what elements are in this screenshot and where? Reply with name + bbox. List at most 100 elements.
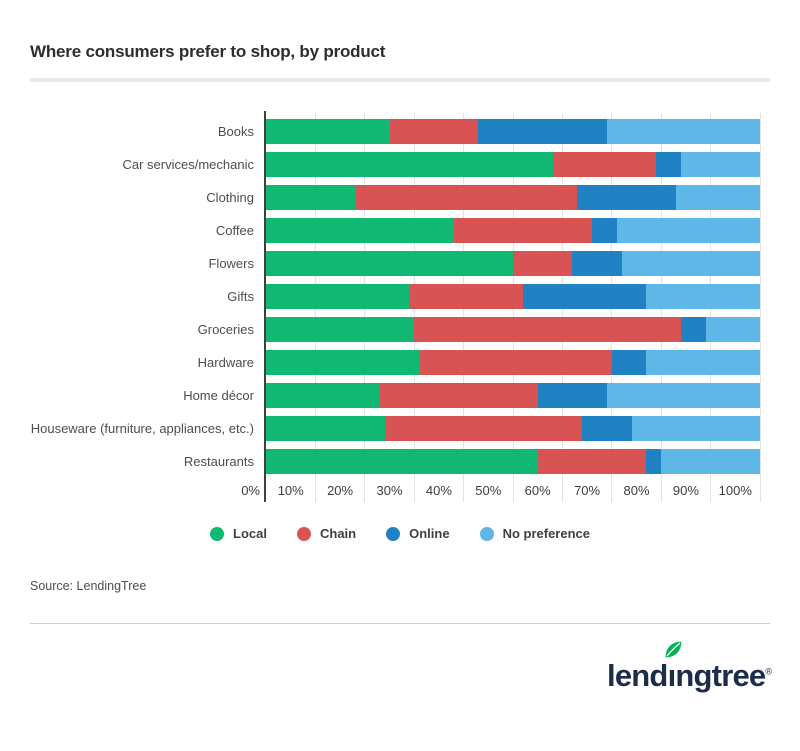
x-tick-label: 0% [241, 483, 260, 498]
bar-segment-no-preference [705, 317, 760, 342]
category-label: Groceries [197, 322, 254, 337]
x-tick-label: 20% [327, 483, 354, 498]
bar-segment-online [680, 317, 706, 342]
bar-segment-no-preference [631, 416, 760, 441]
lendingtree-logo: lendı ngtree® [607, 638, 772, 691]
bar-rows [266, 115, 760, 478]
stacked-bar [266, 185, 760, 210]
category-row [266, 247, 760, 280]
category-label: Books [217, 124, 254, 139]
footer-divider [30, 623, 770, 624]
category-row [266, 148, 760, 181]
category-row [266, 181, 760, 214]
category-row [266, 115, 760, 148]
category-label: Hardware [197, 355, 254, 370]
category-label: Clothing [206, 190, 254, 205]
bar-segment-online [478, 119, 607, 144]
stacked-bar [266, 416, 760, 441]
bar-segment-online [582, 416, 632, 441]
bar-segment-no-preference [606, 119, 760, 144]
category-label: Home décor [183, 388, 254, 403]
x-tick-label: 70% [574, 483, 601, 498]
legend-item-chain: Chain [296, 526, 357, 541]
bar-segment-chain [379, 383, 538, 408]
x-axis: 0% 10% 20% 30% 40% 50% 60% 70% 80% 90% 100% [241, 480, 760, 502]
bar-segment-local [266, 119, 390, 144]
legend-swatch-icon [296, 526, 311, 541]
category-row [266, 412, 760, 445]
title-divider [30, 78, 770, 82]
bar-segment-no-preference [646, 284, 760, 309]
bar-segment-online [572, 251, 622, 276]
footer: lendı ngtree® [0, 638, 800, 691]
y-axis-line [264, 111, 266, 502]
legend-swatch-icon [479, 526, 494, 541]
stacked-bar [266, 350, 760, 375]
stacked-bar [266, 152, 760, 177]
bar-segment-online [611, 350, 647, 375]
x-tick-label: 10% [277, 483, 304, 498]
stacked-bar [266, 251, 760, 276]
logo-text-i: ı [665, 641, 681, 691]
bar-segment-chain [414, 317, 681, 342]
x-tick-label: 30% [376, 483, 403, 498]
stacked-bar [266, 218, 760, 243]
x-tick-label: 100% [718, 483, 752, 498]
bar-segment-no-preference [606, 383, 760, 408]
bar-segment-online [646, 449, 662, 474]
bar-segment-local [266, 350, 420, 375]
bar-segment-local [266, 218, 454, 243]
legend-label: Chain [319, 526, 357, 541]
bar-segment-chain [384, 416, 583, 441]
bar-segment-no-preference [661, 449, 760, 474]
registered-mark: ® [765, 666, 772, 677]
source-note: Source: LendingTree [30, 579, 147, 593]
bar-segment-chain [513, 251, 573, 276]
bar-segment-no-preference [646, 350, 760, 375]
x-tick-label: 50% [475, 483, 502, 498]
category-row [266, 214, 760, 247]
bar-segment-local [266, 317, 415, 342]
bar-segment-chain [552, 152, 657, 177]
x-tick-label: 40% [425, 483, 452, 498]
category-row [266, 313, 760, 346]
category-row [266, 379, 760, 412]
category-label: Car services/mechanic [122, 157, 255, 172]
bar-segment-no-preference [680, 152, 760, 177]
bar-segment-local [266, 284, 410, 309]
bar-segment-chain [389, 119, 479, 144]
leaf-icon [665, 641, 681, 658]
category-label: Houseware (furniture, appliances, etc.) [30, 421, 254, 436]
legend-item-no-preference: No preference [479, 526, 590, 541]
bar-segment-no-preference [676, 185, 760, 210]
category-row [266, 445, 760, 478]
category-label: Gifts [227, 289, 254, 304]
legend-item-local: Local [210, 526, 267, 541]
stacked-bar-chart: Books Car services/mechanic Clothing Coffee… [0, 111, 800, 502]
bar-segment-chain [419, 350, 612, 375]
stacked-bar [266, 449, 760, 474]
category-label: Flowers [208, 256, 254, 271]
bar-segment-local [266, 152, 553, 177]
bar-segment-online [522, 284, 647, 309]
gridline-100 [759, 113, 761, 502]
bar-segment-chain [537, 449, 647, 474]
stacked-bar [266, 317, 760, 342]
category-label: Coffee [215, 223, 254, 238]
legend-swatch-icon [386, 526, 401, 541]
bar-segment-chain [354, 185, 578, 210]
bar-segment-local [266, 416, 385, 441]
legend: Local Chain Online No preference [0, 526, 800, 541]
bar-segment-local [266, 383, 380, 408]
bar-segment-chain [409, 284, 523, 309]
x-tick-label: 80% [623, 483, 650, 498]
logo-text-post: ngtree [675, 658, 766, 693]
legend-label: No preference [502, 526, 590, 541]
stacked-bar [266, 383, 760, 408]
bar-segment-local [266, 251, 513, 276]
legend-label: Local [233, 526, 267, 541]
infographic-card: Where consumers prefer to shop, by produ… [0, 42, 800, 751]
bar-segment-online [537, 383, 607, 408]
x-tick-label: 60% [524, 483, 551, 498]
bar-segment-no-preference [621, 251, 760, 276]
